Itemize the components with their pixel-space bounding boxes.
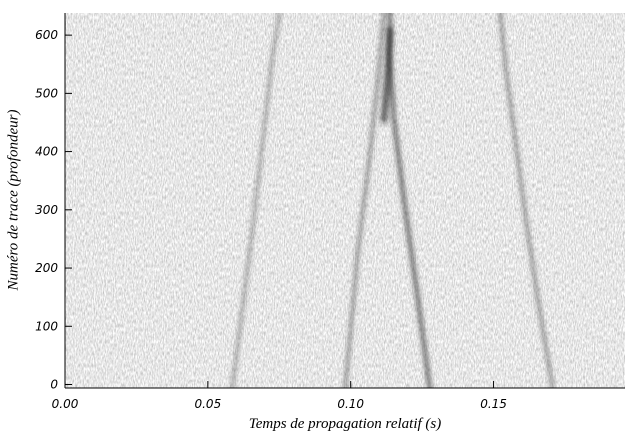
y-tick-label: 100 (35, 319, 58, 333)
y-tick-label: 600 (35, 28, 58, 42)
arrival-1 (230, 13, 282, 388)
x-tick-label: 0.00 (52, 397, 79, 411)
noise-texture (65, 13, 625, 388)
x-tick-label: 0.10 (337, 397, 364, 411)
y-tick-label: 300 (35, 203, 58, 217)
y-tick-label: 500 (35, 86, 58, 100)
wave-arrivals (230, 13, 555, 388)
y-tick-label: 200 (35, 261, 58, 275)
y-tick-label: 400 (35, 145, 58, 159)
x-axis-title: Temps de propagation relatif (s) (249, 416, 442, 432)
arrival-4 (498, 13, 555, 388)
y-tick-label: 0 (50, 378, 58, 392)
arrival-3-peak (380, 26, 394, 124)
y-axis-title: Numéro de trace (profondeur) (5, 110, 21, 292)
x-tick-label: 0.05 (194, 397, 221, 411)
x-tick-label: 0.15 (480, 397, 507, 411)
image-plot (65, 13, 625, 388)
arrival-2 (343, 13, 386, 388)
